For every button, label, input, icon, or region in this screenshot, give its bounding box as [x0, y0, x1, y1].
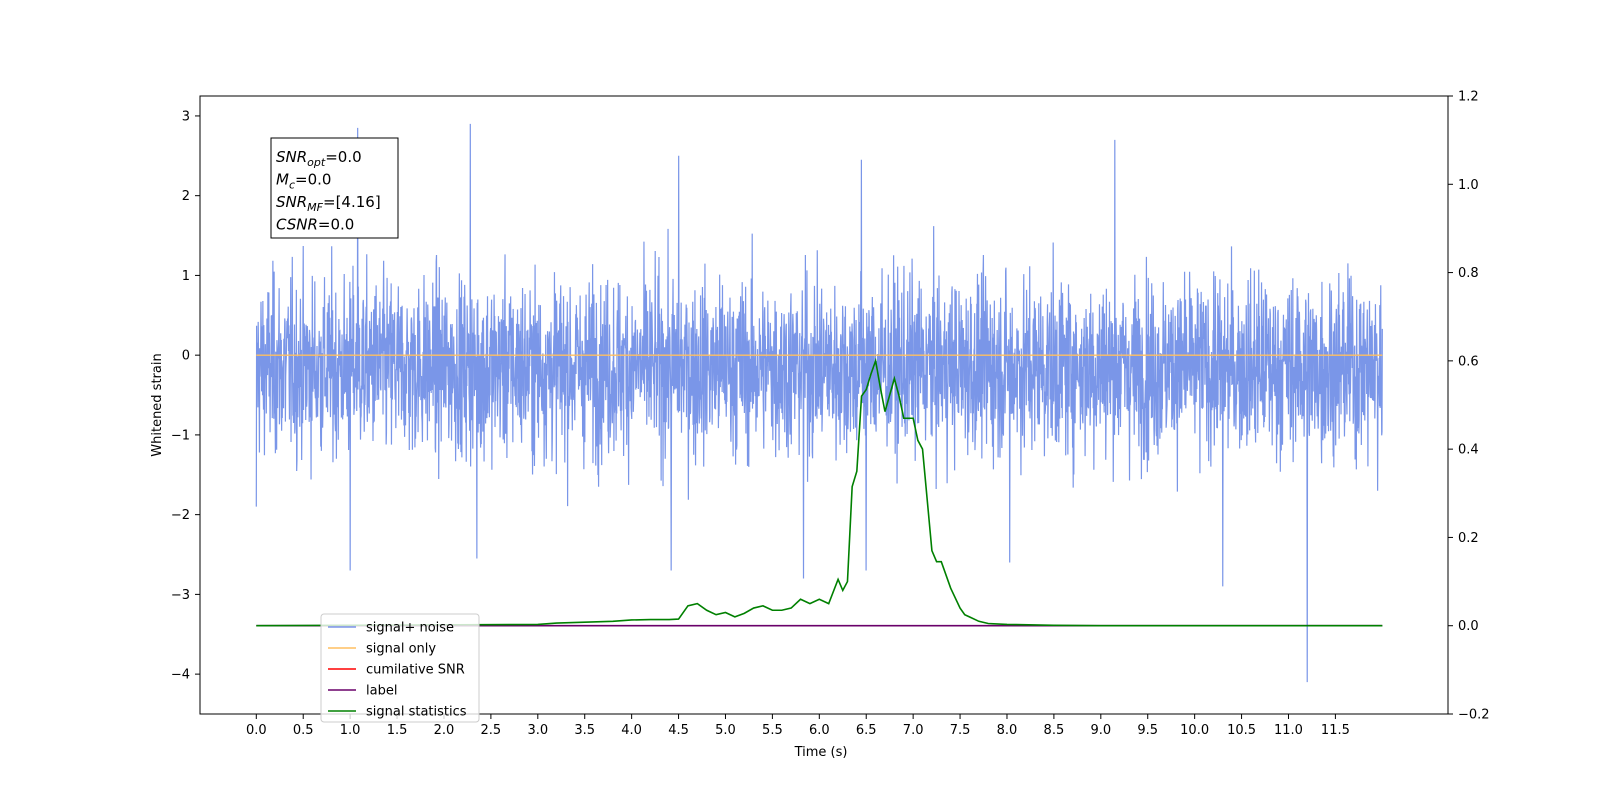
x-tick-label: 1.0: [340, 723, 361, 738]
x-tick-label: 6.5: [856, 723, 877, 738]
plot-frame: [199, 95, 1449, 715]
y2-tick-label: 0.2: [1458, 531, 1479, 546]
x-tick-label: 10.5: [1227, 723, 1256, 738]
y-tick-label: −4: [171, 668, 190, 683]
y2-tick-label: 1.2: [1458, 90, 1479, 105]
y-axis-label: Whitened strain: [150, 353, 165, 456]
x-tick-label: 3.5: [574, 723, 595, 738]
signal-noise-layer: [255, 123, 1383, 683]
annotation-line: SNRopt=0.0: [276, 148, 362, 169]
x-axis-label: Time (s): [794, 745, 848, 760]
y-tick-label: 0: [182, 349, 190, 364]
x-tick-label: 2.0: [434, 723, 455, 738]
y-tick-label: −2: [171, 508, 190, 523]
legend-label-signal-only: signal only: [366, 642, 436, 657]
y-tick-label: −3: [171, 588, 190, 603]
x-tick-label: 2.5: [481, 723, 502, 738]
y2-tick-label: 0.8: [1458, 266, 1479, 281]
x-tick-label: 1.5: [387, 723, 408, 738]
legend-label-label: label: [366, 684, 397, 699]
x-tick-label: 9.5: [1137, 723, 1158, 738]
x-tick-label: 5.0: [715, 723, 736, 738]
x-tick-label: 7.0: [903, 723, 924, 738]
x-axis: 0.0 0.5 1.0 1.5 2.0 2.5 3.0 3.5 4.0 4.5 5.0 5.5 6.0 6…: [246, 714, 1350, 738]
annotation-line: CSNR=0.0: [276, 216, 354, 234]
x-tick-label: 5.5: [762, 723, 783, 738]
x-tick-label: 10.0: [1180, 723, 1209, 738]
x-tick-label: 7.5: [950, 723, 971, 738]
x-tick-label: 6.0: [809, 723, 830, 738]
legend-label-signal-noise: signal+ noise: [366, 621, 454, 636]
series-signal-noise-line: [255, 123, 1383, 683]
annotation-line: SNRMF=[4.16]: [276, 193, 381, 214]
y-axis-right: 1.2 1.0 0.8 0.6 0.4 0.2 0.0 −0.2: [1448, 90, 1490, 723]
x-tick-label: 11.5: [1321, 723, 1350, 738]
x-tick-label: 4.5: [668, 723, 689, 738]
y2-tick-label: 0.4: [1458, 443, 1479, 458]
annotation-line: Mc=0.0: [276, 171, 331, 192]
legend: signal+ noise signal only cumilative SNR la…: [320, 613, 480, 723]
x-tick-label: 4.0: [621, 723, 642, 738]
x-tick-label: 3.0: [527, 723, 548, 738]
y-tick-label: 1: [182, 269, 190, 284]
y2-tick-label: 0.6: [1458, 354, 1479, 369]
x-tick-label: 0.5: [293, 723, 314, 738]
legend-label-cumilative-snr: cumilative SNR: [366, 663, 465, 678]
x-tick-label: 0.0: [246, 723, 267, 738]
y2-tick-label: 1.0: [1458, 178, 1479, 193]
y-tick-label: −1: [171, 428, 190, 443]
y-tick-label: 2: [182, 189, 190, 204]
y-tick-label: 3: [182, 109, 190, 124]
x-tick-label: 9.0: [1090, 723, 1111, 738]
x-tick-label: 8.5: [1044, 723, 1065, 738]
y2-tick-label: 0.0: [1458, 619, 1479, 634]
x-tick-label: 11.0: [1274, 723, 1303, 738]
x-tick-label: 8.0: [997, 723, 1018, 738]
series-signal-statistics-line: [256, 357, 1383, 627]
legend-label-signal-statistics: signal statistics: [366, 705, 467, 720]
y2-tick-label: −0.2: [1458, 708, 1490, 723]
y-axis-left: 3 2 1 0 −1 −2 −3 −4: [171, 109, 200, 683]
